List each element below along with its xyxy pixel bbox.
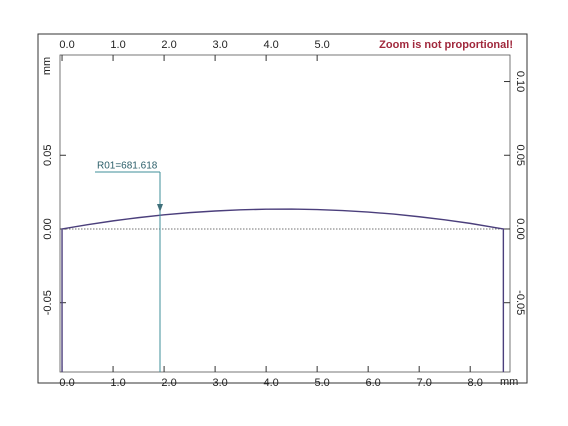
x-tick-label: 8.0 <box>468 377 483 389</box>
x2-tick-label: 1.0 <box>110 39 125 51</box>
y-axis-label: mm <box>41 57 53 75</box>
frame <box>37 33 528 384</box>
plot-area <box>59 54 511 373</box>
y2-tick-label: 0.00 <box>514 218 526 239</box>
x2-tick-label: 5.0 <box>314 39 329 51</box>
y2-tick-label: 0.05 <box>514 145 526 166</box>
x-tick-label: 6.0 <box>366 377 381 389</box>
x-tick-label: 0.0 <box>59 377 74 389</box>
note: Zoom is not proportional! <box>379 39 513 51</box>
y-tick-label: -0.05 <box>42 290 54 315</box>
x-tick-label: 7.0 <box>417 377 432 389</box>
y2-tick-label: -0.05 <box>514 290 526 315</box>
x-axis-label: mm <box>500 376 518 388</box>
x-tick-label: 2.0 <box>161 377 176 389</box>
y-tick-label: 0.05 <box>42 145 54 166</box>
x2-tick-label: 0.0 <box>59 39 74 51</box>
profile-line <box>61 208 505 372</box>
x-tick-label: 5.0 <box>314 377 329 389</box>
x2-tick-label: 3.0 <box>212 39 227 51</box>
y2-tick-label: 0.10 <box>514 71 526 92</box>
x-tick-label: 3.0 <box>212 377 227 389</box>
x2-tick-label: 4.0 <box>263 39 278 51</box>
x2-tick-label: 2.0 <box>161 39 176 51</box>
annotation-label: R01=681.618 <box>97 161 158 172</box>
x-tick-label: 4.0 <box>263 377 278 389</box>
annotation-arrow <box>157 204 163 212</box>
x-tick-label: 1.0 <box>110 377 125 389</box>
y-tick-label: 0.00 <box>42 218 54 239</box>
